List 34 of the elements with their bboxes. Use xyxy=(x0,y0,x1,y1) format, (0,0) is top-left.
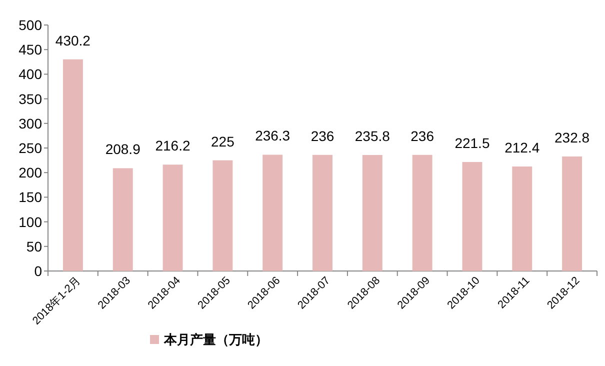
data-label: 232.8 xyxy=(554,129,590,146)
y-tick-label: 500 xyxy=(18,17,42,33)
y-tick-label: 250 xyxy=(18,140,42,156)
data-label: 430.2 xyxy=(55,32,91,48)
bar xyxy=(162,164,183,271)
bar xyxy=(262,154,283,271)
y-tick-label: 0 xyxy=(34,263,42,279)
bar xyxy=(62,59,83,271)
legend-label: 本月产量（万吨） xyxy=(163,332,268,347)
bar xyxy=(112,168,133,271)
data-label: 236 xyxy=(410,128,434,144)
y-tick-label: 200 xyxy=(18,164,42,181)
data-label: 236 xyxy=(310,128,334,144)
y-tick-label: 100 xyxy=(18,214,42,230)
bar xyxy=(312,154,332,271)
y-tick-label: 450 xyxy=(18,42,42,58)
data-label: 212.4 xyxy=(504,140,540,156)
y-tick-label: 350 xyxy=(18,90,42,107)
y-tick-label: 400 xyxy=(18,66,42,82)
data-label: 208.9 xyxy=(105,141,141,158)
bar xyxy=(412,154,432,271)
data-label: 221.5 xyxy=(454,135,490,152)
bar xyxy=(462,162,482,271)
y-tick-label: 150 xyxy=(18,189,42,206)
data-label: 216.2 xyxy=(155,138,190,154)
bar xyxy=(562,156,582,271)
y-tick-label: 50 xyxy=(26,238,42,254)
y-tick-label: 300 xyxy=(18,115,42,132)
data-label: 235.8 xyxy=(354,128,390,144)
data-label: 225 xyxy=(211,133,235,150)
bar xyxy=(212,160,233,271)
bar xyxy=(512,166,532,271)
bar xyxy=(362,154,382,271)
data-label: 236.3 xyxy=(255,128,290,144)
